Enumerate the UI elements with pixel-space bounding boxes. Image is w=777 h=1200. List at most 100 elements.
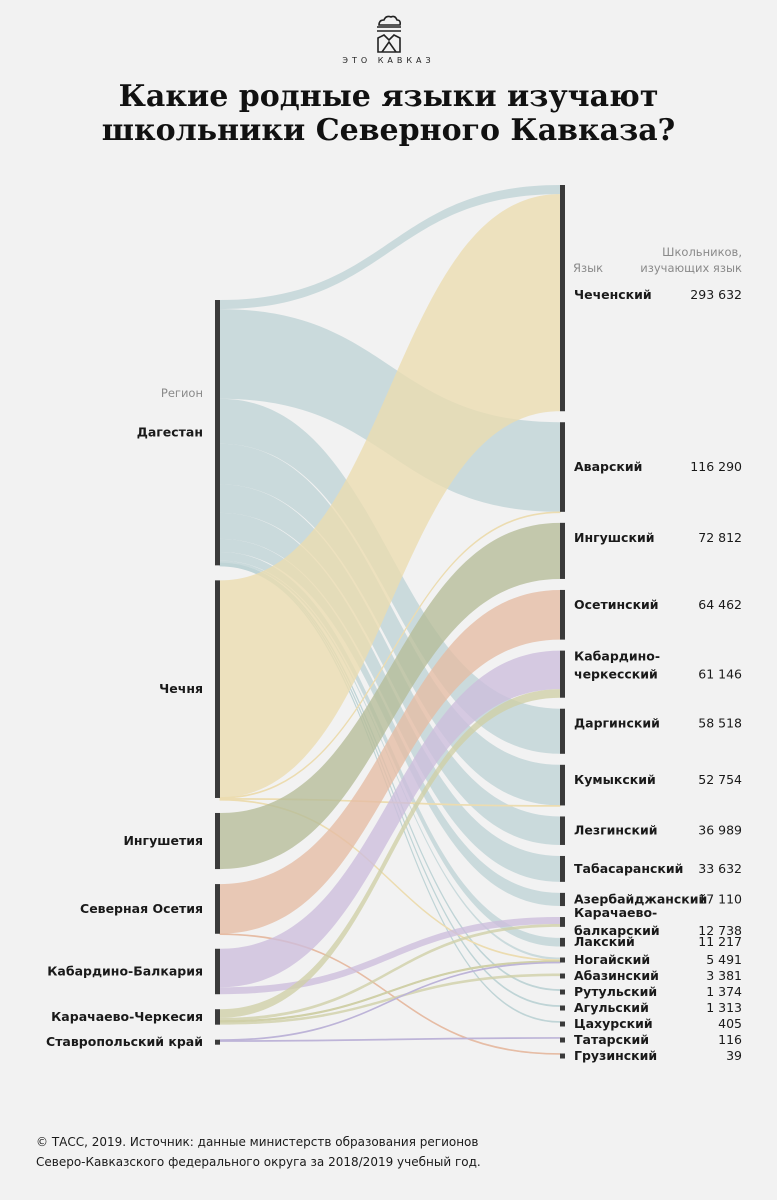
node-осетинский <box>560 589 565 640</box>
node-грузинский <box>560 1053 565 1059</box>
node-ставропольский-край <box>215 1039 220 1045</box>
node-дагестан <box>215 300 220 566</box>
language-value: 58 518 <box>698 716 742 731</box>
language-value: 36 989 <box>698 823 742 838</box>
language-label: Чеченский <box>574 287 652 302</box>
language-value: 11 217 <box>698 934 742 949</box>
node-татарский <box>560 1037 565 1043</box>
language-label: Карачаево- <box>574 905 657 920</box>
node-северная-осетия <box>215 884 220 934</box>
region-label: Северная Осетия <box>80 901 203 916</box>
node-аварский <box>560 422 565 512</box>
flow-ингушетия-to-ингушский <box>220 522 560 870</box>
language-label: Грузинский <box>574 1048 657 1063</box>
language-value: 116 290 <box>690 459 742 474</box>
language-value: 72 812 <box>698 530 742 545</box>
flow-карачаево-черкесия-to-абазинский <box>220 973 560 1025</box>
language-label: Ингушский <box>574 530 654 545</box>
language-label: Лакский <box>574 934 635 949</box>
language-label: Осетинский <box>574 597 659 612</box>
flow-чечня-to-чеченский <box>220 194 560 798</box>
language-value: 1 313 <box>706 1000 742 1015</box>
language-value: 116 <box>718 1032 742 1047</box>
node-табасаранский <box>560 855 565 882</box>
title-line-1: Какие родные языки изучают <box>118 79 659 114</box>
language-label: Абазинский <box>574 968 659 983</box>
title-line-2: школьники Северного Кавказа? <box>101 113 676 148</box>
right-header-count-line-1: Школьников, <box>662 245 742 259</box>
node-даргинский <box>560 708 565 754</box>
flow-дагестан-to-чеченский <box>220 185 560 310</box>
brand-logo: ЭТО КАВКАЗ <box>0 14 777 65</box>
source-line-2: Северо-Кавказского федерального округа з… <box>36 1155 481 1169</box>
language-label: Кабардино- <box>574 649 660 664</box>
region-label: Дагестан <box>137 425 203 440</box>
language-value: 1 374 <box>706 984 742 999</box>
node-абазинский <box>560 973 565 979</box>
language-value: 405 <box>718 1016 742 1031</box>
source-line-1: © ТАСС, 2019. Источник: данные министерс… <box>36 1135 479 1149</box>
node-кабардино-черкесский <box>560 650 565 698</box>
region-label: Ставропольский край <box>46 1034 203 1049</box>
language-label: черкесский <box>574 667 658 682</box>
source-note: © ТАСС, 2019. Источник: данные министерс… <box>36 1132 756 1172</box>
labels-layer: Регион Язык Школьников, изучающих язык Д… <box>46 245 742 1063</box>
language-value: 33 632 <box>698 861 742 876</box>
language-label: Даргинский <box>574 716 660 731</box>
right-header-count-line-2: изучающих язык <box>640 261 742 275</box>
node-карачаево-черкесия <box>215 1009 220 1025</box>
node-ингушский <box>560 522 565 579</box>
flows-layer <box>219 185 561 1055</box>
language-value: 12 738 <box>698 923 742 938</box>
language-value: 293 632 <box>690 287 742 302</box>
language-label: Табасаранский <box>574 861 683 876</box>
page-title: Какие родные языки изучают школьники Сев… <box>0 80 777 148</box>
node-чеченский <box>560 185 565 412</box>
language-value: 52 754 <box>698 772 742 787</box>
flow-кабардино-балкария-to-кабардино-черкесский <box>220 650 560 988</box>
mountain-cloud-icon <box>376 15 401 53</box>
language-label: балкарский <box>574 923 660 938</box>
language-value: 3 381 <box>706 968 742 983</box>
language-label: Агульский <box>574 1000 649 1015</box>
node-агульский <box>560 1005 565 1011</box>
node-азербайджанский <box>560 892 565 907</box>
brand-name: ЭТО КАВКАЗ <box>342 56 435 65</box>
language-label: Аварский <box>574 459 642 474</box>
region-label: Кабардино-Балкария <box>47 963 203 978</box>
language-label: Ногайский <box>574 952 650 967</box>
region-label: Ингушетия <box>123 833 203 848</box>
flow-дагестан-to-лезгинский <box>220 484 560 845</box>
node-кумыкский <box>560 764 565 806</box>
flow-северная-осетия-to-осетинский <box>220 589 560 934</box>
node-лезгинский <box>560 816 565 845</box>
node-чечня <box>215 580 220 798</box>
region-label: Карачаево-Черкесия <box>51 1009 203 1024</box>
left-header: Регион <box>161 386 203 400</box>
flow-карачаево-черкесия-to-карачаево-балкарский <box>220 923 560 1021</box>
language-label: Кумыкский <box>574 772 656 787</box>
right-header-language: Язык <box>573 261 603 275</box>
language-value: 61 146 <box>698 667 742 682</box>
flow-дагестан-to-кумыкский <box>220 443 560 806</box>
language-value: 5 491 <box>706 952 742 967</box>
node-кабардино-балкария <box>215 948 220 995</box>
language-label: Цахурский <box>574 1016 653 1031</box>
node-карачаево-балкарский <box>560 917 565 927</box>
nodes-layer <box>215 185 565 1059</box>
node-ингушетия <box>215 812 220 870</box>
region-label: Чечня <box>159 681 203 696</box>
node-ногайский <box>560 957 565 963</box>
node-лакский <box>560 937 565 947</box>
node-цахурский <box>560 1021 565 1027</box>
flow-чечня-to-аварский <box>219 511 561 799</box>
language-value: 39 <box>726 1048 742 1063</box>
language-value: 64 462 <box>698 597 742 612</box>
flow-карачаево-черкесия-to-кабардино-черкесский <box>220 689 560 1018</box>
language-label: Татарский <box>574 1032 649 1047</box>
language-label: Лезгинский <box>574 823 657 838</box>
node-рутульский <box>560 989 565 995</box>
language-label: Рутульский <box>574 984 657 999</box>
language-value: 17 110 <box>698 891 742 906</box>
